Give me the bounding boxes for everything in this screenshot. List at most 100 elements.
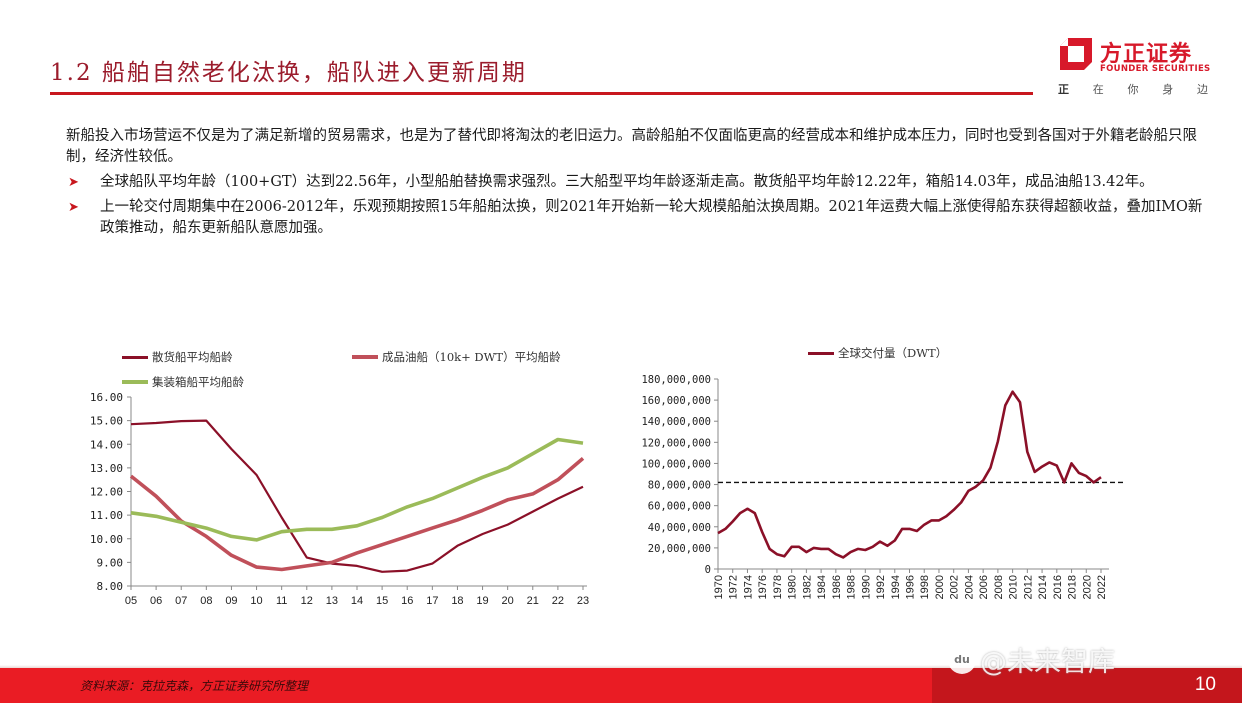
arrow-bullet-icon: ➤ xyxy=(68,200,79,215)
source-note: 资料来源：克拉克森，方正证券研究所整理 xyxy=(80,679,309,693)
x-tick-label: 16 xyxy=(401,595,413,607)
slogan-char: 你 xyxy=(1127,83,1139,96)
legend-swatch xyxy=(808,351,834,355)
x-tick-label: 1998 xyxy=(919,575,931,599)
x-tick-label: 1974 xyxy=(742,575,754,599)
y-tick-label: 8.00 xyxy=(97,580,124,593)
x-tick-label: 09 xyxy=(225,595,237,607)
x-tick-label: 12 xyxy=(301,595,313,607)
x-tick-label: 1970 xyxy=(713,575,725,599)
y-tick-label: 160,000,000 xyxy=(641,395,711,407)
x-tick-label: 15 xyxy=(376,595,388,607)
x-tick-label: 13 xyxy=(326,595,338,607)
y-tick-label: 120,000,000 xyxy=(641,437,711,449)
x-tick-label: 1982 xyxy=(801,575,813,599)
x-tick-label: 22 xyxy=(552,595,564,607)
x-tick-label: 2006 xyxy=(978,575,990,599)
x-tick-label: 2012 xyxy=(1022,575,1034,599)
logo-slogan: 正 在 你 身 边 xyxy=(1058,81,1208,97)
x-tick-label: 23 xyxy=(577,595,589,607)
y-tick-label: 100,000,000 xyxy=(641,458,711,470)
body-text: 新船投入市场营运不仅是为了满足新增的贸易需求，也是为了替代即将淘汰的老旧运力。高… xyxy=(66,126,1206,239)
bullet-item: ➤ 上一轮交付周期集中在2006-2012年，乐观预期按照15年船舶汰换，则20… xyxy=(66,197,1206,239)
y-tick-label: 10.00 xyxy=(90,533,123,546)
x-tick-label: 06 xyxy=(150,595,162,607)
y-tick-label: 11.00 xyxy=(90,509,123,522)
watermark-text: @未来智库 xyxy=(980,647,1115,678)
slogan-char: 在 xyxy=(1092,83,1104,96)
x-tick-label: 1988 xyxy=(846,575,858,599)
x-tick-label: 2004 xyxy=(963,575,975,599)
x-tick-label: 05 xyxy=(125,595,137,607)
x-tick-label: 1990 xyxy=(860,575,872,599)
x-tick-label: 1972 xyxy=(728,575,740,599)
y-tick-label: 20,000,000 xyxy=(648,543,711,555)
legend-label: 集装箱船平均船龄 xyxy=(152,375,244,389)
y-tick-label: 80,000,000 xyxy=(648,480,711,492)
slogan-char: 边 xyxy=(1197,83,1208,96)
legend-item-tanker: 成品油船（10k+ DWT）平均船龄 xyxy=(352,349,561,365)
series-line xyxy=(129,457,585,572)
series-line xyxy=(130,437,584,542)
x-tick-label: 1980 xyxy=(787,575,799,599)
footer-band-mid xyxy=(262,668,932,703)
x-tick-label: 2020 xyxy=(1081,575,1093,599)
logo-english-name: FOUNDER SECURITIES xyxy=(1100,64,1211,74)
x-tick-label: 08 xyxy=(200,595,212,607)
series-line xyxy=(717,390,1102,559)
page-number: 10 xyxy=(1194,674,1216,695)
x-tick-label: 14 xyxy=(351,595,363,607)
x-tick-label: 1992 xyxy=(875,575,887,599)
bullet-text: 全球船队平均年龄（100+GT）达到22.56年，小型船舶替换需求强烈。三大船型… xyxy=(100,174,1154,190)
x-tick-label: 2008 xyxy=(993,575,1005,599)
bullet-text: 上一轮交付周期集中在2006-2012年，乐观预期按照15年船舶汰换，则2021… xyxy=(100,199,1203,236)
page-title: 1.2 船舶自然老化汰换，船队进入更新周期 xyxy=(50,60,527,86)
x-tick-label: 1978 xyxy=(772,575,784,599)
arrow-bullet-icon: ➤ xyxy=(68,175,79,190)
x-tick-label: 07 xyxy=(175,595,187,607)
y-tick-label: 14.00 xyxy=(90,438,123,451)
x-tick-label: 10 xyxy=(250,595,262,607)
y-tick-label: 12.00 xyxy=(90,486,123,499)
legend-swatch xyxy=(352,355,378,359)
legend-label: 全球交付量（DWT） xyxy=(838,346,948,360)
x-tick-label: 19 xyxy=(476,595,488,607)
y-tick-label: 0 xyxy=(705,564,711,576)
x-tick-label: 1984 xyxy=(816,575,828,599)
x-tick-label: 11 xyxy=(276,595,287,607)
y-tick-label: 13.00 xyxy=(90,462,123,475)
y-tick-label: 180,000,000 xyxy=(641,374,711,386)
slogan-char: 身 xyxy=(1162,83,1174,96)
baidu-paw-icon: du xyxy=(948,645,976,674)
legend-item-bulk: 散货船平均船龄 xyxy=(122,349,233,365)
y-tick-label: 9.00 xyxy=(97,556,124,569)
legend-label: 散货船平均船龄 xyxy=(152,350,233,364)
legend-item-delivery: 全球交付量（DWT） xyxy=(808,345,947,361)
x-tick-label: 2016 xyxy=(1052,575,1064,599)
y-tick-label: 16.00 xyxy=(90,391,123,404)
x-tick-label: 18 xyxy=(451,595,463,607)
y-tick-label: 40,000,000 xyxy=(648,522,711,534)
x-tick-label: 2002 xyxy=(949,575,961,599)
watermark: du @未来智库 xyxy=(948,640,1115,679)
legend-item-container: 集装箱船平均船龄 xyxy=(122,374,244,390)
footer-band-right xyxy=(932,668,1242,703)
x-tick-label: 2010 xyxy=(1008,575,1020,599)
y-tick-label: 140,000,000 xyxy=(641,416,711,428)
legend-swatch xyxy=(122,380,148,384)
intro-paragraph: 新船投入市场营运不仅是为了满足新增的贸易需求，也是为了替代即将淘汰的老旧运力。高… xyxy=(66,128,1197,165)
x-tick-label: 1976 xyxy=(757,575,769,599)
series-line xyxy=(130,419,584,573)
bullet-item: ➤ 全球船队平均年龄（100+GT）达到22.56年，小型船舶替换需求强烈。三大… xyxy=(66,172,1206,193)
title-divider xyxy=(50,92,1033,95)
x-tick-label: 2000 xyxy=(934,575,946,599)
footer-shadow xyxy=(0,665,1242,668)
x-tick-label: 1994 xyxy=(890,575,902,599)
x-tick-label: 1986 xyxy=(831,575,843,599)
y-tick-label: 15.00 xyxy=(90,415,123,428)
legend-swatch xyxy=(122,355,148,359)
founder-securities-logo: 方正证券 FOUNDER SECURITIES 正 在 你 身 边 xyxy=(1058,36,1211,100)
y-tick-label: 60,000,000 xyxy=(648,501,711,513)
